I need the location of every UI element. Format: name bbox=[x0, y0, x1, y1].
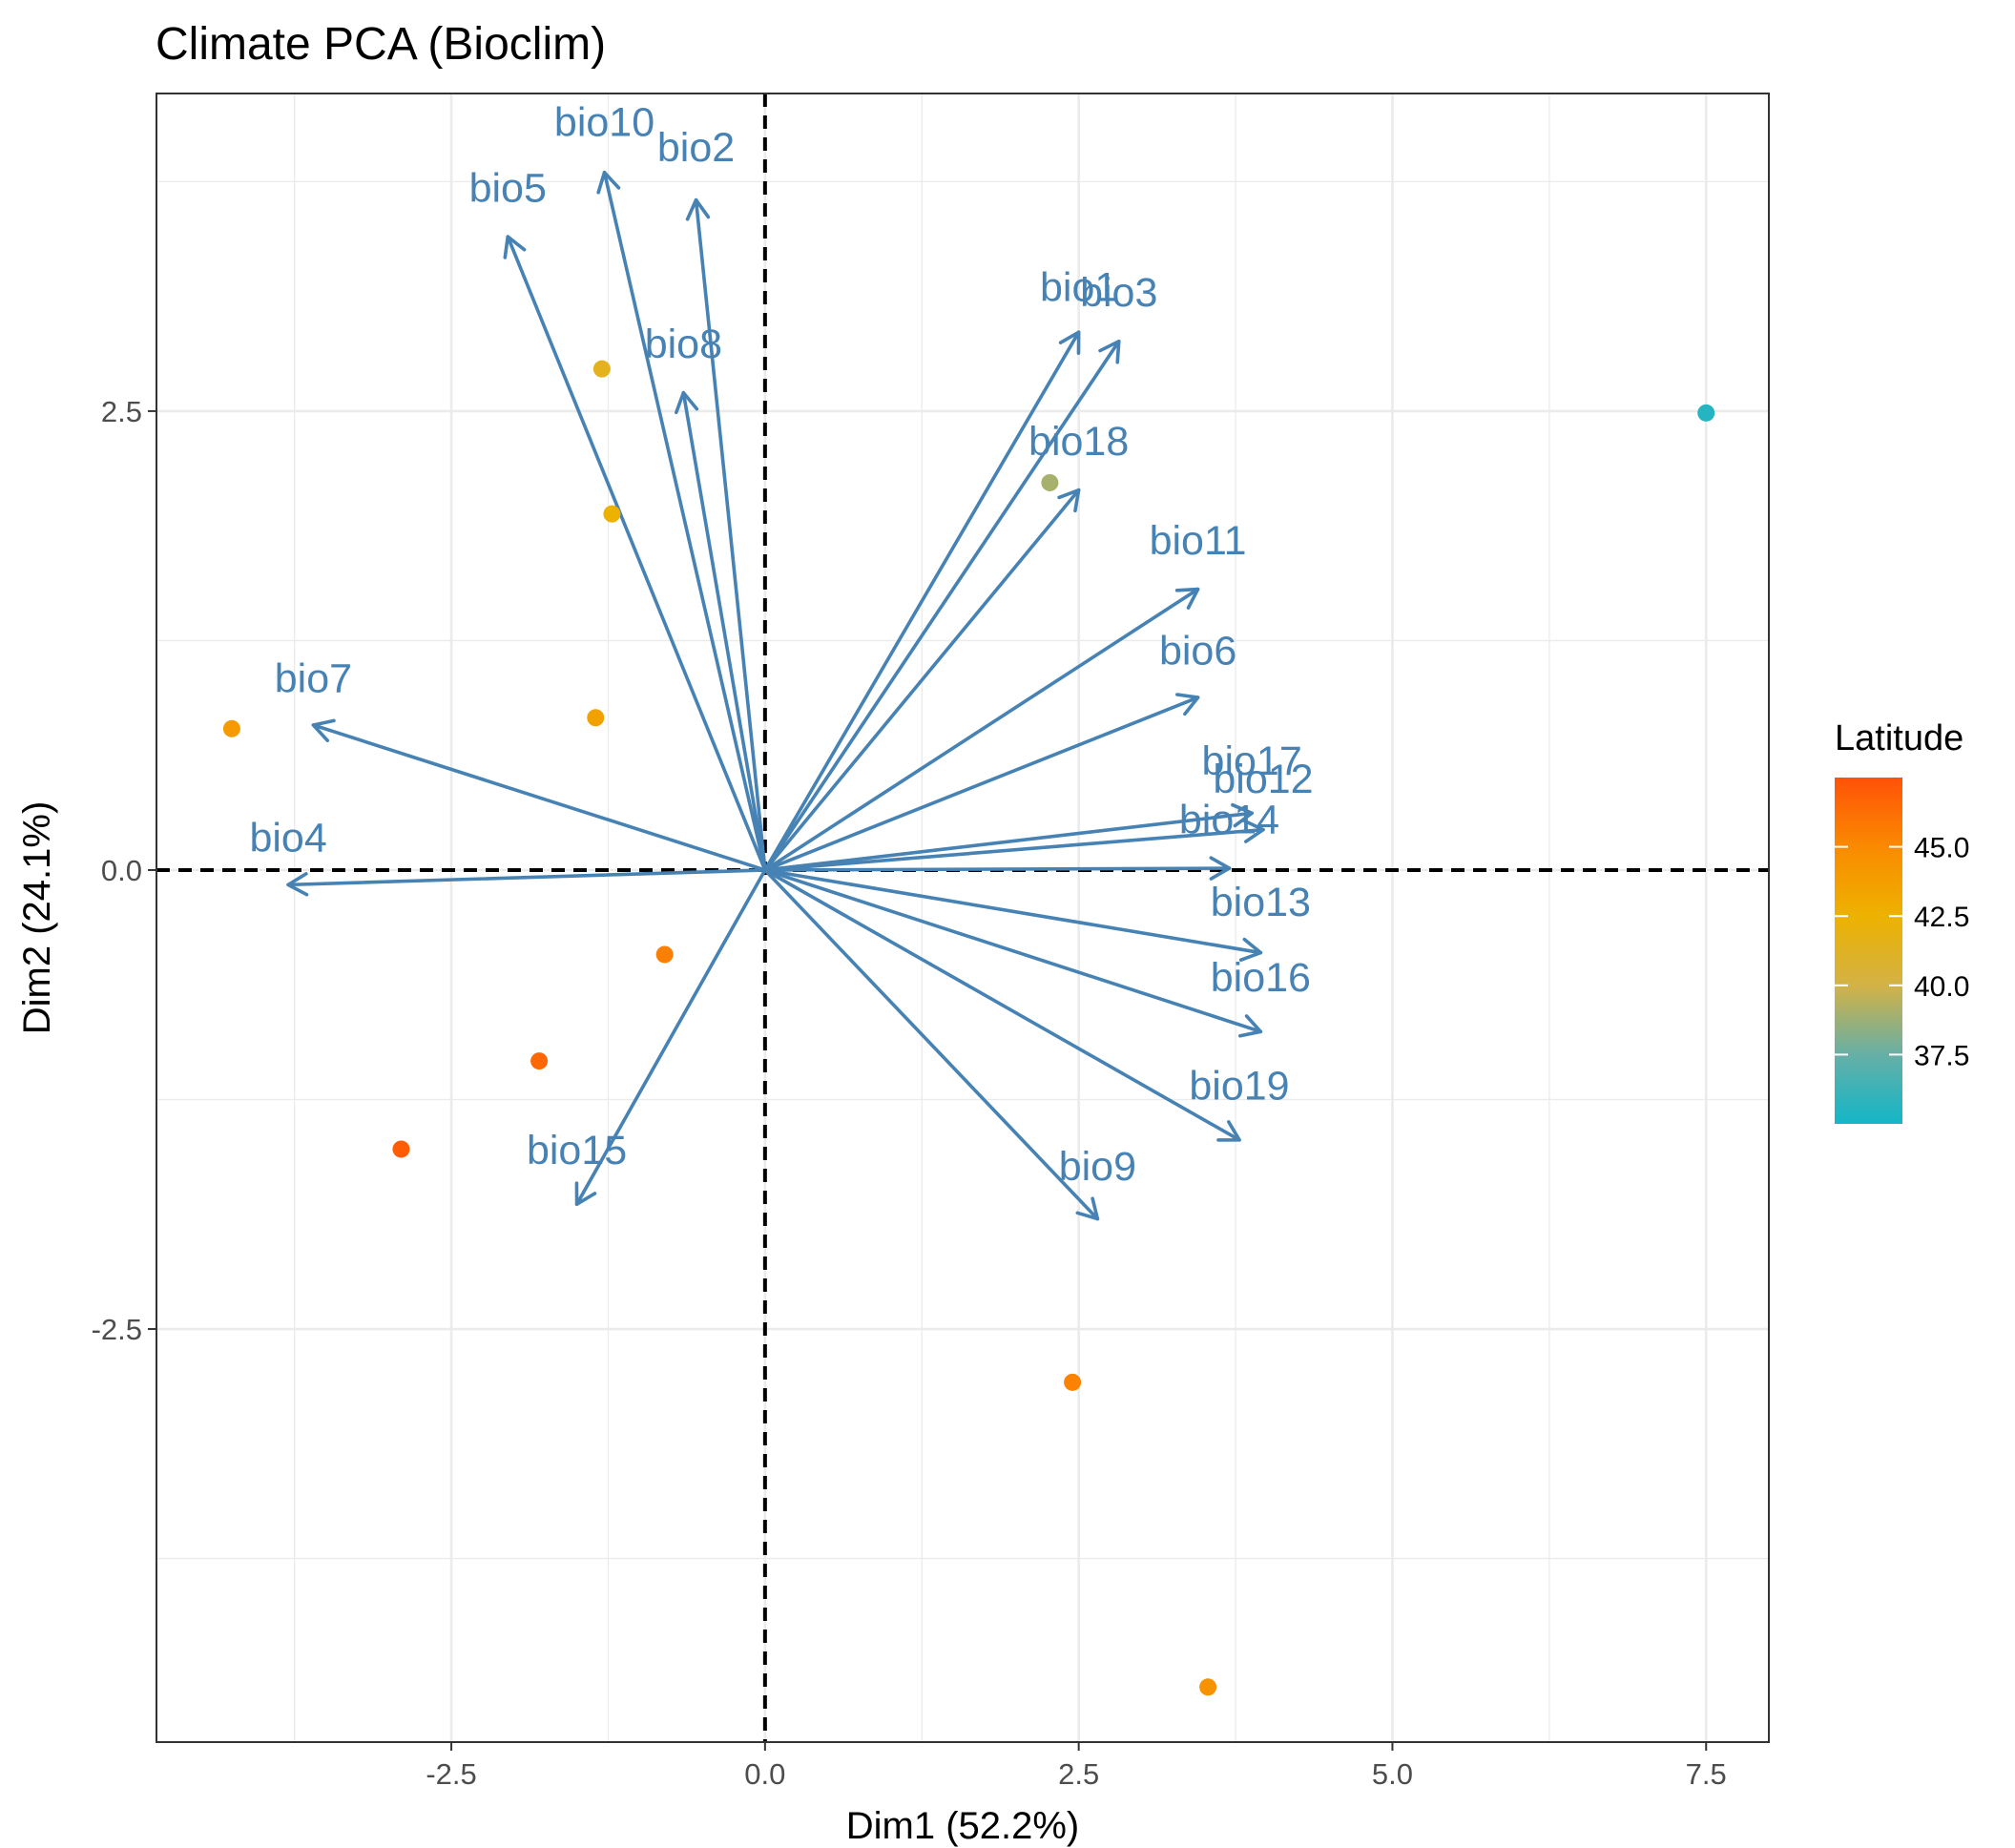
variable-label-bio15: bio15 bbox=[527, 1128, 627, 1173]
arrow-head-bio19 bbox=[1216, 1120, 1241, 1142]
y-tick-label: 2.5 bbox=[101, 395, 142, 428]
arrow-head-bio9 bbox=[1075, 1196, 1100, 1221]
arrow-head-bio12 bbox=[1242, 819, 1265, 843]
arrow-shaft-bio6 bbox=[763, 696, 1200, 872]
arrow-shaft-bio17 bbox=[763, 811, 1254, 872]
variable-label-bio4: bio4 bbox=[249, 816, 326, 862]
arrow-head-bio17 bbox=[1231, 802, 1254, 828]
color-legend: Latitude 37.5 40.0 42.5 45.0 bbox=[1835, 718, 1969, 1124]
panel-border bbox=[156, 93, 1770, 1743]
arrow-head-bio15 bbox=[574, 1181, 597, 1206]
variable-label-bio13: bio13 bbox=[1211, 880, 1311, 925]
arrow-shaft-bio9 bbox=[763, 868, 1100, 1221]
legend-colorbar bbox=[1835, 778, 1902, 1124]
arrow-shaft-bio2 bbox=[694, 197, 767, 872]
arrow-shaft-bio1 bbox=[763, 330, 1081, 872]
x-tick-label: 5.0 bbox=[1372, 1757, 1413, 1791]
legend-tick-label: 42.5 bbox=[1914, 902, 1969, 933]
x-tick-label: 7.5 bbox=[1686, 1757, 1727, 1791]
data-point bbox=[603, 505, 621, 523]
arrow-head-bio16 bbox=[1238, 1014, 1263, 1038]
data-point bbox=[655, 945, 674, 964]
data-point bbox=[1199, 1678, 1217, 1696]
data-point bbox=[1041, 473, 1059, 491]
legend-tick-label: 45.0 bbox=[1914, 833, 1969, 864]
data-point bbox=[530, 1052, 549, 1070]
arrow-shaft-bio15 bbox=[574, 868, 767, 1206]
variable-label-bio6: bio6 bbox=[1159, 628, 1236, 674]
arrow-shaft-bio12 bbox=[763, 827, 1265, 872]
data-point bbox=[1697, 404, 1715, 422]
variable-label-bio1: bio1 bbox=[1040, 264, 1117, 310]
plot-panel bbox=[156, 93, 1769, 1742]
arrow-head-bio6 bbox=[1175, 693, 1200, 716]
data-point bbox=[1064, 1373, 1082, 1391]
data-point bbox=[587, 709, 605, 727]
y-axis-title: Dim2 (24.1%) bbox=[16, 801, 58, 1035]
arrow-shaft-bio7 bbox=[311, 723, 767, 872]
variable-label-bio9: bio9 bbox=[1059, 1144, 1136, 1190]
arrow-head-bio13 bbox=[1238, 937, 1263, 963]
variable-label-bio14: bio14 bbox=[1179, 797, 1279, 842]
individual-points bbox=[222, 360, 1715, 1696]
arrow-shaft-bio16 bbox=[763, 868, 1263, 1034]
arrow-head-bio2 bbox=[685, 197, 711, 221]
x-tick-label: 0.0 bbox=[744, 1757, 785, 1791]
variable-label-bio16: bio16 bbox=[1211, 955, 1311, 1001]
variable-label-bio19: bio19 bbox=[1189, 1064, 1289, 1110]
data-point bbox=[592, 360, 611, 378]
arrow-head-bio14 bbox=[1209, 856, 1232, 881]
arrow-shaft-bio8 bbox=[681, 390, 767, 872]
y-tick-label: 0.0 bbox=[101, 854, 142, 887]
variable-label-bio17: bio17 bbox=[1202, 738, 1302, 784]
chart-title: Climate PCA (Bioclim) bbox=[156, 19, 606, 70]
data-point bbox=[222, 719, 240, 737]
x-tick-label: -2.5 bbox=[426, 1757, 476, 1791]
arrow-head-bio7 bbox=[311, 718, 336, 742]
variable-label-bio7: bio7 bbox=[275, 655, 352, 701]
reference-lines bbox=[156, 93, 1769, 1742]
arrow-head-bio11 bbox=[1174, 587, 1200, 610]
legend-title: Latitude bbox=[1835, 718, 1963, 758]
arrow-shaft-bio3 bbox=[763, 339, 1121, 872]
arrow-head-bio1 bbox=[1058, 330, 1081, 355]
variable-label-bio5: bio5 bbox=[469, 166, 547, 212]
arrow-head-bio8 bbox=[675, 390, 699, 415]
x-axis: -2.5 0.0 2.5 5.0 7.5 bbox=[426, 1742, 1727, 1791]
variable-label-bio8: bio8 bbox=[645, 322, 722, 367]
arrow-shaft-bio13 bbox=[763, 868, 1263, 955]
arrow-shaft-bio10 bbox=[602, 170, 767, 872]
arrow-head-bio4 bbox=[286, 872, 309, 897]
variable-arrows bbox=[286, 170, 1265, 1221]
arrow-head-bio18 bbox=[1057, 488, 1081, 513]
arrow-shaft-bio5 bbox=[506, 235, 767, 872]
legend-tick-label: 37.5 bbox=[1914, 1040, 1969, 1071]
x-tick-label: 2.5 bbox=[1058, 1757, 1099, 1791]
variable-label-bio12: bio12 bbox=[1213, 757, 1313, 802]
arrow-shaft-bio18 bbox=[763, 488, 1081, 872]
variable-labels: bio1 bio2 bio3 bio4 bio5 bio6 bio7 bio8 bio9 bio1… bbox=[249, 99, 1313, 1190]
x-axis-title: Dim1 (52.2%) bbox=[846, 1805, 1080, 1847]
variable-label-bio18: bio18 bbox=[1028, 419, 1129, 465]
legend-tick-label: 40.0 bbox=[1914, 971, 1969, 1003]
variable-label-bio11: bio11 bbox=[1150, 518, 1247, 564]
variable-label-bio2: bio2 bbox=[657, 125, 735, 171]
data-point bbox=[392, 1140, 410, 1158]
y-tick-label: -2.5 bbox=[92, 1313, 142, 1346]
arrow-shaft-bio14 bbox=[763, 866, 1232, 872]
arrow-head-bio3 bbox=[1098, 339, 1121, 364]
variable-label-bio10: bio10 bbox=[554, 99, 654, 145]
arrow-shaft-bio11 bbox=[763, 587, 1200, 872]
arrow-shaft-bio4 bbox=[286, 868, 767, 887]
arrow-shaft-bio19 bbox=[763, 868, 1241, 1142]
arrow-head-bio5 bbox=[503, 235, 527, 260]
y-axis: -2.5 0.0 2.5 bbox=[92, 395, 156, 1346]
variable-label-bio3: bio3 bbox=[1080, 270, 1157, 316]
arrow-head-bio10 bbox=[596, 170, 621, 195]
